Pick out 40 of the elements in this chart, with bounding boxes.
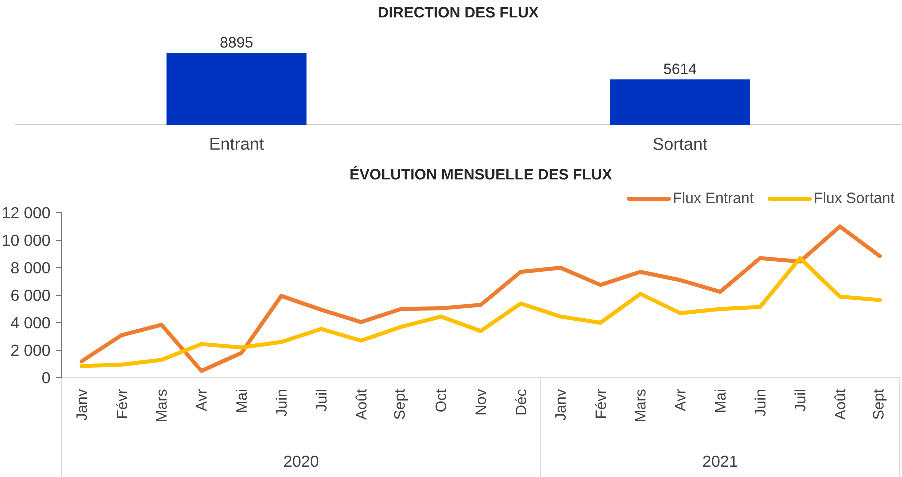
y-tick-label: 10 000 [3,234,50,246]
chart-title: DIRECTION DES FLUX [379,7,539,18]
x-tick-label: Août [356,389,367,420]
legend-label: Flux Entrant [674,192,754,204]
x-tick-label: Janv [76,389,88,421]
x-tick-label: Mars [156,390,167,422]
x-tick-label: Oct [436,389,446,412]
x-tick-label: Juil [316,390,327,412]
x-tick-label: Avr [675,389,686,412]
line-series [80,256,882,368]
x-tick-label: Déc [515,390,526,415]
x-tick-label: Juin [276,390,287,416]
x-tick-label: Sortant [654,138,708,150]
text: 2020 [284,456,319,468]
x-tick-label: Mars [635,390,646,422]
x-tick-label: Avr [196,389,207,412]
text: 2021 [703,456,738,468]
x-tick-label: Août [834,389,846,420]
y-tick-label: 2 000 [12,344,50,356]
y-tick-label: 0 [42,372,50,384]
line-series [80,224,882,374]
x-tick-label: Févr [116,389,128,418]
data-label: 5614 [664,64,696,74]
x-tick-label: Entrant [210,138,264,150]
y-tick-label: 6 000 [12,290,50,302]
x-tick-label: Juil [794,390,806,412]
x-tick-label: Mai [236,390,248,412]
x-tick-label: Nov [476,389,486,415]
y-tick-label: 4 000 [11,317,50,329]
chart-title: ÉVOLUTION MENSUELLE DES FLUX [350,166,612,180]
data-label: 8895 [220,37,253,48]
x-tick-label: Sept [873,389,887,420]
x-tick-label: Janv [556,389,566,421]
x-tick-label: Févr [595,389,606,418]
y-tick-label: 8 000 [11,262,50,274]
y-tick-label: 12 000 [3,207,50,219]
x-tick-label: Juin [754,390,766,416]
legend-label: Flux Sortant [815,192,895,204]
x-tick-label: Sept [394,389,408,420]
x-tick-label: Mai [714,390,726,412]
